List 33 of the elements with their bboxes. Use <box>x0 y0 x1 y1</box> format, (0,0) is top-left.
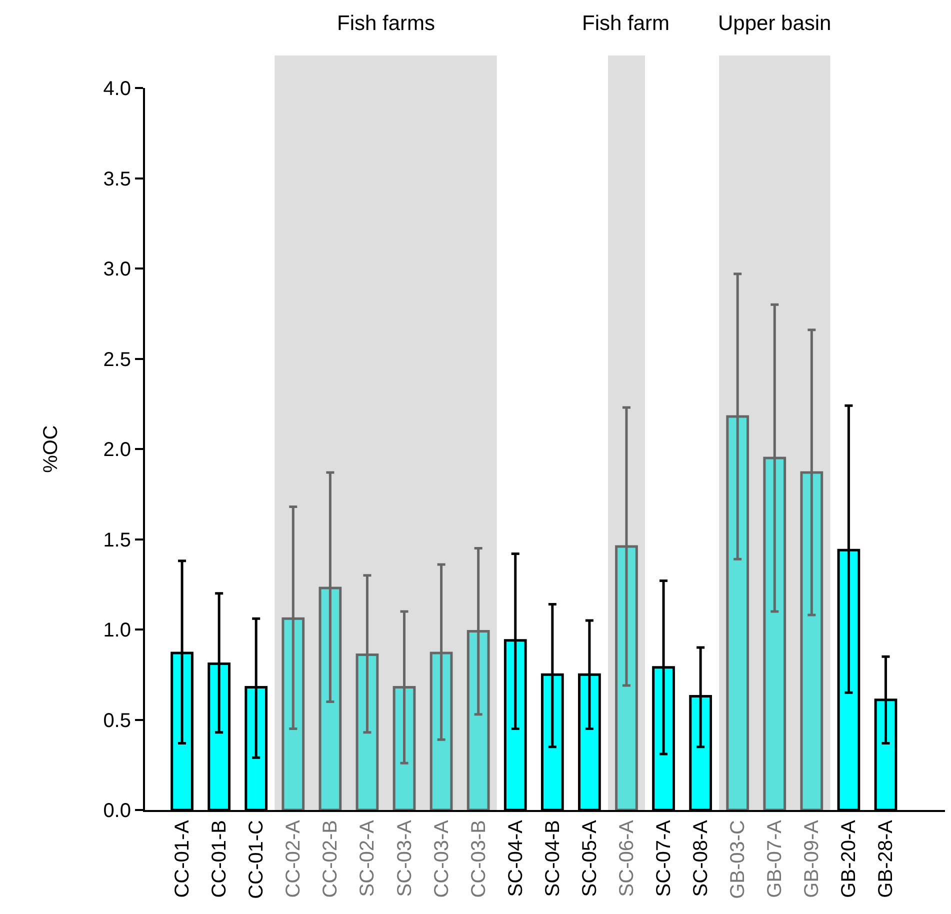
x-tick-label: GB-09-A <box>801 819 824 898</box>
y-tick-label: 0.0 <box>103 800 131 822</box>
y-tick-label: 1.0 <box>103 620 131 642</box>
band-label: Fish farms <box>337 12 436 35</box>
y-tick-label: 2.0 <box>103 439 131 461</box>
y-tick-label: 0.5 <box>103 710 131 732</box>
x-tick-label: GB-07-A <box>764 819 786 898</box>
x-tick-label: CC-01-C <box>246 820 268 899</box>
x-tick-label: CC-01-B <box>208 820 231 898</box>
x-tick-label: GB-20-A <box>838 819 860 898</box>
y-tick-label: 4.0 <box>103 78 131 100</box>
x-tick-label: SC-04-B <box>542 820 564 897</box>
x-tick-label: SC-05-A <box>578 819 601 897</box>
x-tick-label: CC-01-A <box>172 819 194 898</box>
y-tick-label: 2.5 <box>103 348 131 371</box>
x-tick-label: SC-06-A <box>616 819 638 897</box>
x-tick-label: CC-02-A <box>282 819 305 898</box>
band-label: Upper basin <box>718 12 832 35</box>
x-tick-label: SC-08-A <box>690 819 712 897</box>
y-axis-title: %OC <box>40 425 62 473</box>
y-tick-label: 3.5 <box>103 168 131 190</box>
x-tick-label: GB-28-A <box>875 819 898 898</box>
x-tick-label: CC-03-B <box>468 820 490 898</box>
y-tick-label: 1.5 <box>103 529 131 552</box>
y-tick-label: 3.0 <box>103 258 131 280</box>
x-tick-label: SC-02-A <box>356 819 379 897</box>
x-tick-label: SC-04-A <box>504 819 527 897</box>
x-tick-label: SC-07-A <box>653 819 676 897</box>
band-label: Fish farm <box>582 12 670 35</box>
x-tick-label: CC-03-A <box>430 819 453 898</box>
x-tick-label: GB-03-C <box>727 820 750 899</box>
x-tick-label: CC-02-B <box>320 820 342 898</box>
x-tick-label: SC-03-A <box>394 819 416 897</box>
